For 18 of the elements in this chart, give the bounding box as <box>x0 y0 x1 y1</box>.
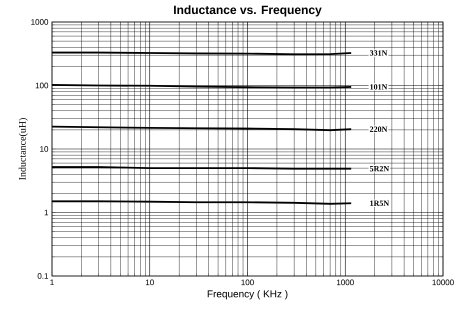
y-tick-label: 0.1 <box>38 273 48 279</box>
y-tick-label: 1000 <box>31 19 48 25</box>
text: 220N <box>370 126 388 132</box>
x-tick-label: 10 <box>146 280 154 286</box>
text: 331N <box>370 50 388 56</box>
text: 101N <box>370 84 388 90</box>
text: 1R5N <box>370 200 390 206</box>
y-tick-label: 10 <box>40 146 48 152</box>
x-axis-title: Frequency ( KHz ) <box>208 290 288 300</box>
x-tick-label: 10000 <box>432 280 454 286</box>
y-axis-title: Inductance(uH) <box>18 118 28 180</box>
y-tick-label: 100 <box>36 82 48 88</box>
chart-title: Inductance vs. Frequency <box>174 5 322 16</box>
y-tick-label: 1 <box>44 210 48 216</box>
text: 5R2N <box>370 166 390 172</box>
x-tick-label: 1000 <box>336 280 354 286</box>
x-tick-label: 1 <box>50 280 54 286</box>
x-tick-label: 100 <box>241 280 254 286</box>
